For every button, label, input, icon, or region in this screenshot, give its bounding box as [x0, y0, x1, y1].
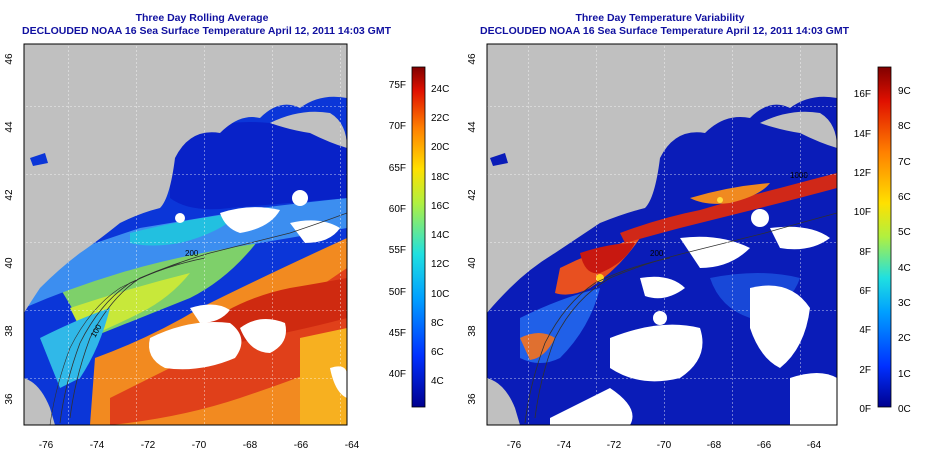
right-cbar-f: 14F — [854, 129, 871, 140]
right-xtick: -68 — [707, 440, 722, 451]
left-xtick: -74 — [90, 440, 105, 451]
right-colorbar: 0F 2F 4F 6F 8F 10F 12F 14F 16F 0C 1C 2C … — [854, 66, 911, 415]
left-cbar-c: 20C — [431, 142, 449, 153]
left-xtick: -64 — [345, 440, 360, 451]
left-map-frame — [23, 43, 348, 426]
right-map-title: Three Day Temperature Variability — [575, 12, 745, 24]
right-cbar-f: 4F — [859, 325, 871, 336]
left-cbar-c: 16C — [431, 201, 449, 212]
left-colorbar: 40F 45F 50F 55F 60F 65F 70F 75F 4C 6C 8C… — [389, 66, 449, 408]
right-ytick: 46 — [467, 53, 478, 65]
left-cbar-f: 40F — [389, 369, 406, 380]
right-xtick: -72 — [607, 440, 622, 451]
left-cbar-f: 70F — [389, 121, 406, 132]
left-cbar-c: 6C — [431, 347, 444, 358]
right-contour-label: 200 — [650, 249, 664, 258]
left-xtick: -72 — [141, 440, 156, 451]
right-cbar-c: 4C — [898, 263, 911, 274]
left-cbar-f: 55F — [389, 245, 406, 256]
left-cbar-c: 14C — [431, 230, 449, 241]
left-cbar-c: 22C — [431, 113, 449, 124]
right-map-frame — [486, 43, 838, 426]
right-cbar-c: 3C — [898, 298, 911, 309]
left-xtick: -66 — [294, 440, 309, 451]
left-cbar-f: 75F — [389, 80, 406, 91]
right-ytick: 44 — [467, 121, 478, 133]
left-cbar-c: 24C — [431, 84, 449, 95]
right-xtick: -76 — [507, 440, 522, 451]
right-ytick: 38 — [467, 325, 478, 337]
left-cbar-f: 45F — [389, 328, 406, 339]
right-cbar-f: 2F — [859, 365, 871, 376]
right-cbar-c: 0C — [898, 404, 911, 415]
left-cbar-f: 65F — [389, 163, 406, 174]
right-cbar-f: 12F — [854, 168, 871, 179]
right-ytick: 42 — [467, 189, 478, 201]
left-cbar-c: 8C — [431, 318, 444, 329]
left-cbar-c: 4C — [431, 376, 444, 387]
left-contour-label: 200 — [185, 249, 199, 258]
left-map-title: Three Day Rolling Average — [135, 12, 269, 24]
right-cbar-f: 16F — [854, 89, 871, 100]
right-xtick: -74 — [557, 440, 572, 451]
right-cbar-c: 2C — [898, 333, 911, 344]
left-cbar-f: 50F — [389, 287, 406, 298]
left-xtick: -68 — [243, 440, 258, 451]
left-xtick: -70 — [192, 440, 207, 451]
right-xtick: -70 — [657, 440, 672, 451]
right-cbar-c: 9C — [898, 86, 911, 97]
left-cbar-f: 60F — [389, 204, 406, 215]
right-cbar-c: 1C — [898, 369, 911, 380]
left-cbar-c: 18C — [431, 172, 449, 183]
right-ytick: 36 — [467, 393, 478, 405]
right-cbar-c: 8C — [898, 121, 911, 132]
right-map-subtitle: DECLOUDED NOAA 16 Sea Surface Temperatur… — [480, 25, 849, 37]
right-variability-map: 200 1000 36 38 40 42 44 46 -76 -74 -72 -… — [467, 43, 838, 451]
right-ytick: 40 — [467, 257, 478, 269]
right-xtick: -66 — [757, 440, 772, 451]
right-cbar-c: 6C — [898, 192, 911, 203]
left-ytick: 44 — [4, 121, 15, 133]
left-ytick: 42 — [4, 189, 15, 201]
left-map-subtitle: DECLOUDED NOAA 16 Sea Surface Temperatur… — [22, 25, 391, 37]
right-contour-label: 1000 — [790, 171, 808, 180]
left-ytick: 40 — [4, 257, 15, 269]
left-cbar-c: 12C — [431, 259, 449, 270]
right-cbar-f: 0F — [859, 404, 871, 415]
right-xtick: -64 — [807, 440, 822, 451]
left-cbar-c: 10C — [431, 289, 449, 300]
left-ytick: 38 — [4, 325, 15, 337]
right-cbar-f: 8F — [859, 247, 871, 258]
left-ytick: 36 — [4, 393, 15, 405]
left-xtick: -76 — [39, 440, 54, 451]
left-ytick: 46 — [4, 53, 15, 65]
right-cbar-f: 10F — [854, 207, 871, 218]
right-cbar-c: 5C — [898, 227, 911, 238]
left-sst-map: 200 100 36 38 40 42 44 46 -76 -74 -72 -7… — [4, 43, 360, 451]
right-cbar-f: 6F — [859, 286, 871, 297]
right-cbar-c: 7C — [898, 157, 911, 168]
